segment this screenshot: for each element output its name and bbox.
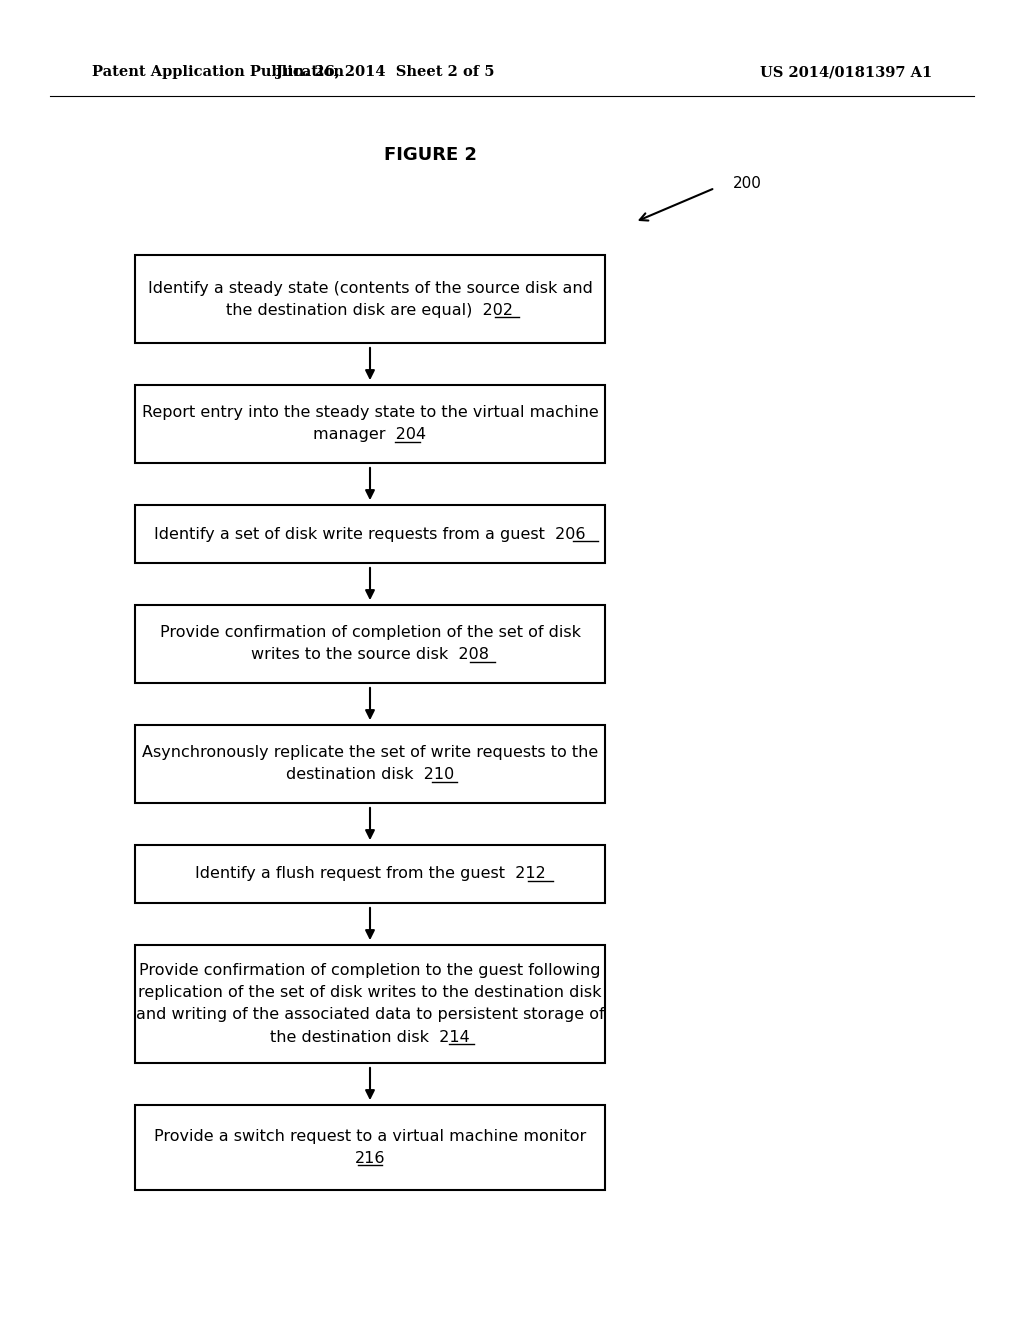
Text: Identify a set of disk write requests from a guest  206: Identify a set of disk write requests fr… [155,527,586,541]
Bar [135,385,605,463]
Text: writes to the source disk  208: writes to the source disk 208 [251,648,489,663]
Bar [135,605,605,682]
Text: Provide confirmation of completion of the set of disk: Provide confirmation of completion of th… [160,626,581,640]
Text: 216: 216 [354,1151,385,1166]
Text: Patent Application Publication: Patent Application Publication [92,65,344,79]
Text: manager  204: manager 204 [313,428,427,442]
Bar [135,255,605,343]
Text: 200: 200 [733,176,762,190]
Bar [135,725,605,803]
Bar [135,506,605,564]
Text: US 2014/0181397 A1: US 2014/0181397 A1 [760,65,932,79]
Bar [135,1105,605,1191]
Text: destination disk  210: destination disk 210 [286,767,454,783]
Text: the destination disk  214: the destination disk 214 [270,1030,470,1044]
Text: Report entry into the steady state to the virtual machine: Report entry into the steady state to th… [141,405,598,421]
Bar [135,845,605,903]
Text: Asynchronously replicate the set of write requests to the: Asynchronously replicate the set of writ… [142,746,598,760]
Text: Jun. 26, 2014  Sheet 2 of 5: Jun. 26, 2014 Sheet 2 of 5 [275,65,495,79]
Text: Provide confirmation of completion to the guest following: Provide confirmation of completion to th… [139,964,601,978]
Text: replication of the set of disk writes to the destination disk: replication of the set of disk writes to… [138,986,602,1001]
Bar [135,945,605,1063]
Text: and writing of the associated data to persistent storage of: and writing of the associated data to pe… [136,1007,604,1023]
Text: the destination disk are equal)  202: the destination disk are equal) 202 [226,302,513,318]
Text: Identify a steady state (contents of the source disk and: Identify a steady state (contents of the… [147,281,593,296]
Text: Provide a switch request to a virtual machine monitor: Provide a switch request to a virtual ma… [154,1129,586,1144]
Text: FIGURE 2: FIGURE 2 [384,147,476,164]
Text: Identify a flush request from the guest  212: Identify a flush request from the guest … [195,866,546,882]
